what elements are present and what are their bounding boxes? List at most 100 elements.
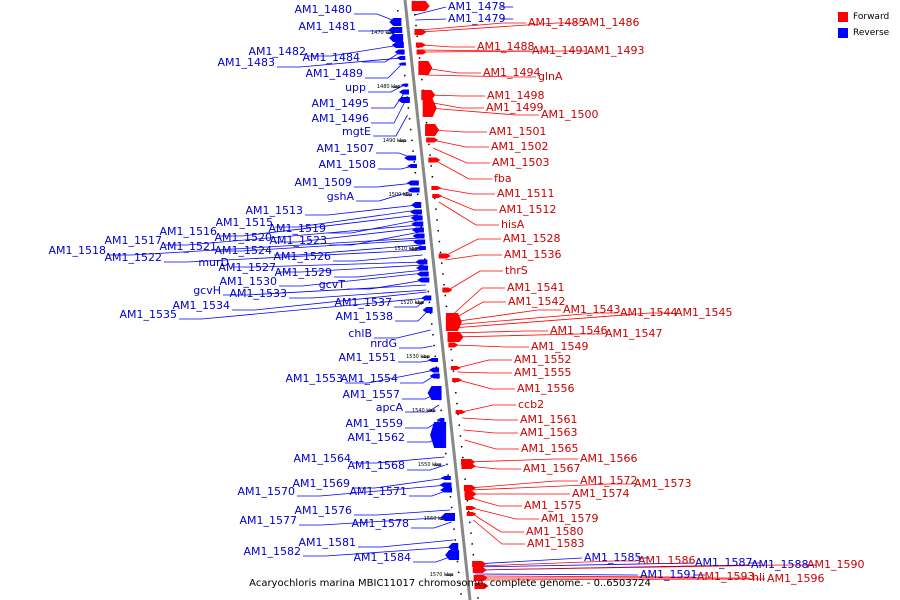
reverse-gene-label-am1-1484[interactable]: AM1_1484: [302, 51, 360, 64]
reverse-gene-label-am1-1557[interactable]: AM1_1557: [342, 388, 400, 401]
forward-gene-label-am1-1549[interactable]: AM1_1549: [531, 340, 589, 353]
forward-gene-label-am1-1575[interactable]: AM1_1575: [524, 499, 582, 512]
reverse-gene-label-am1-1526[interactable]: AM1_1526: [273, 250, 331, 263]
reverse-gene-label-upp[interactable]: upp: [345, 81, 366, 94]
forward-gene-label-am1-1572[interactable]: AM1_1572: [580, 474, 638, 487]
reverse-gene-label-am1-1571[interactable]: AM1_1571: [349, 485, 407, 498]
reverse-gene-label-am1-1509[interactable]: AM1_1509: [294, 176, 352, 189]
reverse-gene-label-am1-1527[interactable]: AM1_1527: [218, 261, 276, 274]
reverse-gene-label-am1-1489[interactable]: AM1_1489: [305, 67, 363, 80]
reverse-gene-label-am1-1522[interactable]: AM1_1522: [104, 251, 162, 264]
reverse-gene-label-am1-1569[interactable]: AM1_1569: [292, 477, 350, 490]
forward-gene-label-ccb2[interactable]: ccb2: [518, 398, 544, 411]
reverse-gene-label-am1-1513[interactable]: AM1_1513: [245, 204, 303, 217]
reverse-gene-label-am1-1524[interactable]: AM1_1524: [214, 244, 272, 257]
forward-gene-label-am1-1565[interactable]: AM1_1565: [521, 442, 579, 455]
reverse-gene-label-am1-1553[interactable]: AM1_1553: [285, 372, 343, 385]
reverse-gene-label-am1-1585[interactable]: AM1_1585: [584, 551, 642, 564]
forward-gene-label-am1-1485[interactable]: AM1_1485: [528, 16, 586, 29]
forward-gene-label-am1-1544[interactable]: AM1_1544: [620, 306, 678, 319]
reverse-gene-label-am1-1537[interactable]: AM1_1537: [334, 296, 392, 309]
reverse-gene-label-am1-1578[interactable]: AM1_1578: [351, 517, 409, 530]
forward-gene-label-am1-1503[interactable]: AM1_1503: [492, 156, 550, 169]
forward-gene-label-am1-1593[interactable]: AM1_1593: [697, 570, 755, 583]
reverse-gene-label-am1-1483[interactable]: AM1_1483: [217, 56, 275, 69]
reverse-gene-label-gcvt[interactable]: gcvT: [319, 278, 346, 291]
reverse-gene-label-am1-1507[interactable]: AM1_1507: [316, 142, 374, 155]
reverse-gene-label-am1-1520[interactable]: AM1_1520: [214, 231, 272, 244]
reverse-gene-label-am1-1518[interactable]: AM1_1518: [48, 244, 106, 257]
reverse-gene-label-am1-1530[interactable]: AM1_1530: [219, 275, 277, 288]
reverse-gene-label-am1-1551[interactable]: AM1_1551: [338, 351, 396, 364]
reverse-gene-label-am1-1519[interactable]: AM1_1519: [268, 222, 326, 235]
reverse-gene-label-am1-1554[interactable]: AM1_1554: [340, 372, 398, 385]
forward-gene-label-am1-1545[interactable]: AM1_1545: [675, 306, 733, 319]
forward-gene-label-am1-1574[interactable]: AM1_1574: [572, 487, 630, 500]
forward-gene-label-am1-1500[interactable]: AM1_1500: [541, 108, 599, 121]
reverse-gene-label-am1-1535[interactable]: AM1_1535: [119, 308, 177, 321]
forward-gene-label-am1-1499[interactable]: AM1_1499: [486, 101, 544, 114]
forward-gene-label-am1-1491[interactable]: AM1_1491: [532, 44, 590, 57]
forward-gene-label-am1-1502[interactable]: AM1_1502: [491, 140, 549, 153]
forward-gene-label-am1-1512[interactable]: AM1_1512: [499, 203, 557, 216]
forward-gene-label-am1-1561[interactable]: AM1_1561: [520, 413, 578, 426]
reverse-gene-label-am1-1495[interactable]: AM1_1495: [311, 97, 369, 110]
reverse-gene-label-am1-1564[interactable]: AM1_1564: [293, 452, 351, 465]
reverse-gene-label-am1-1529[interactable]: AM1_1529: [274, 266, 332, 279]
reverse-gene-label-apca[interactable]: apcA: [376, 401, 404, 414]
reverse-gene-label-am1-1508[interactable]: AM1_1508: [318, 158, 376, 171]
forward-gene-label-am1-1542[interactable]: AM1_1542: [508, 295, 566, 308]
forward-gene-label-am1-1566[interactable]: AM1_1566: [580, 452, 638, 465]
forward-gene-label-am1-1556[interactable]: AM1_1556: [517, 382, 575, 395]
forward-gene-label-am1-1543[interactable]: AM1_1543: [563, 303, 621, 316]
forward-gene-label-hisa[interactable]: hisA: [501, 218, 525, 231]
reverse-gene-label-am1-1576[interactable]: AM1_1576: [294, 504, 352, 517]
forward-gene-label-am1-1586[interactable]: AM1_1586: [638, 554, 696, 567]
reverse-gene-label-am1-1581[interactable]: AM1_1581: [298, 536, 356, 549]
reverse-gene-label-am1-1521[interactable]: AM1_1521: [159, 240, 217, 253]
reverse-gene-label-am1-1480[interactable]: AM1_1480: [294, 3, 352, 16]
reverse-gene-label-am1-1577[interactable]: AM1_1577: [239, 514, 297, 527]
forward-gene-label-am1-1488[interactable]: AM1_1488: [477, 40, 535, 53]
forward-gene-label-am1-1563[interactable]: AM1_1563: [520, 426, 578, 439]
reverse-gene-label-am1-1582[interactable]: AM1_1582: [243, 545, 301, 558]
reverse-gene-label-nrdg[interactable]: nrdG: [370, 337, 397, 350]
forward-gene-label-am1-1486[interactable]: AM1_1486: [582, 16, 640, 29]
reverse-gene-label-am1-1523[interactable]: AM1_1523: [269, 234, 327, 247]
forward-gene-label-am1-1580[interactable]: AM1_1580: [526, 525, 584, 538]
reverse-gene-label-am1-1584[interactable]: AM1_1584: [353, 551, 411, 564]
forward-gene-label-am1-1494[interactable]: AM1_1494: [483, 66, 541, 79]
reverse-gene-label-chlb[interactable]: chlB: [348, 327, 372, 340]
reverse-gene-label-am1-1588[interactable]: AM1_1588: [751, 558, 809, 571]
reverse-gene-label-mgte[interactable]: mgtE: [342, 125, 371, 138]
reverse-gene-label-am1-1587[interactable]: AM1_1587: [695, 556, 753, 569]
reverse-gene-label-am1-1568[interactable]: AM1_1568: [347, 459, 405, 472]
forward-gene-label-am1-1501[interactable]: AM1_1501: [489, 125, 547, 138]
forward-gene-label-am1-1596[interactable]: AM1_1596: [767, 572, 825, 585]
forward-gene-label-am1-1511[interactable]: AM1_1511: [497, 187, 555, 200]
reverse-gene-label-am1-1496[interactable]: AM1_1496: [311, 112, 369, 125]
reverse-gene-label-am1-1516[interactable]: AM1_1516: [159, 225, 217, 238]
forward-gene-label-am1-1528[interactable]: AM1_1528: [503, 232, 561, 245]
forward-gene-label-am1-1579[interactable]: AM1_1579: [541, 512, 599, 525]
reverse-gene-label-am1-1534[interactable]: AM1_1534: [172, 299, 230, 312]
forward-gene-label-am1-1555[interactable]: AM1_1555: [514, 366, 572, 379]
forward-gene-label-am1-1590[interactable]: AM1_1590: [807, 558, 865, 571]
reverse-gene-label-gcvh[interactable]: gcvH: [193, 284, 221, 297]
forward-gene-label-am1-1546[interactable]: AM1_1546: [550, 324, 608, 337]
forward-gene-label-am1-1583[interactable]: AM1_1583: [527, 537, 585, 550]
forward-gene-label-am1-1547[interactable]: AM1_1547: [605, 327, 663, 340]
forward-gene-label-am1-1498[interactable]: AM1_1498: [487, 89, 545, 102]
reverse-gene-label-am1-1515[interactable]: AM1_1515: [215, 216, 273, 229]
forward-gene-label-am1-1536[interactable]: AM1_1536: [504, 248, 562, 261]
forward-gene-label-fba[interactable]: fba: [494, 172, 512, 185]
forward-gene-label-glna[interactable]: glnA: [538, 70, 563, 83]
forward-gene-label-am1-1541[interactable]: AM1_1541: [507, 281, 565, 294]
reverse-gene-label-am1-1538[interactable]: AM1_1538: [335, 310, 393, 323]
forward-gene-label-am1-1567[interactable]: AM1_1567: [523, 462, 581, 475]
reverse-gene-label-am1-1482[interactable]: AM1_1482: [248, 45, 306, 58]
reverse-gene-label-am1-1591[interactable]: AM1_1591: [640, 568, 698, 581]
reverse-gene-label-am1-1533[interactable]: AM1_1533: [229, 287, 287, 300]
reverse-gene-label-am1-1570[interactable]: AM1_1570: [237, 485, 295, 498]
reverse-gene-label-am1-1481[interactable]: AM1_1481: [298, 20, 356, 33]
